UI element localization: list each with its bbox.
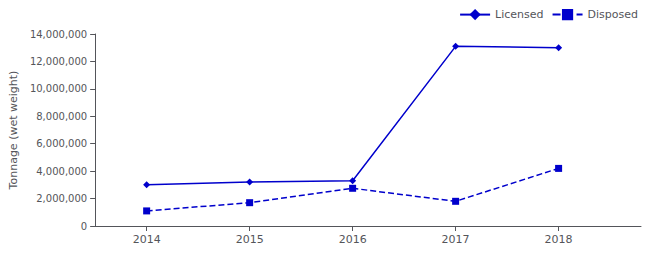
svg-text:2016: 2016 [339, 233, 367, 246]
svg-text:2018: 2018 [545, 233, 573, 246]
svg-text:14,000,000: 14,000,000 [30, 29, 87, 40]
svg-text:2017: 2017 [442, 233, 470, 246]
svg-text:0: 0 [81, 221, 87, 232]
svg-text:10,000,000: 10,000,000 [30, 83, 87, 94]
svg-text:4,000,000: 4,000,000 [36, 166, 87, 177]
svg-text:6,000,000: 6,000,000 [36, 138, 87, 149]
svg-text:Tonnage (wet weight): Tonnage (wet weight) [7, 71, 20, 191]
svg-text:2014: 2014 [133, 233, 161, 246]
svg-text:12,000,000: 12,000,000 [30, 56, 87, 67]
svg-text:8,000,000: 8,000,000 [36, 111, 87, 122]
svg-text:2015: 2015 [236, 233, 264, 246]
svg-text:2,000,000: 2,000,000 [36, 193, 87, 204]
svg-text:Licensed: Licensed [495, 8, 543, 21]
svg-text:Disposed: Disposed [588, 8, 638, 21]
